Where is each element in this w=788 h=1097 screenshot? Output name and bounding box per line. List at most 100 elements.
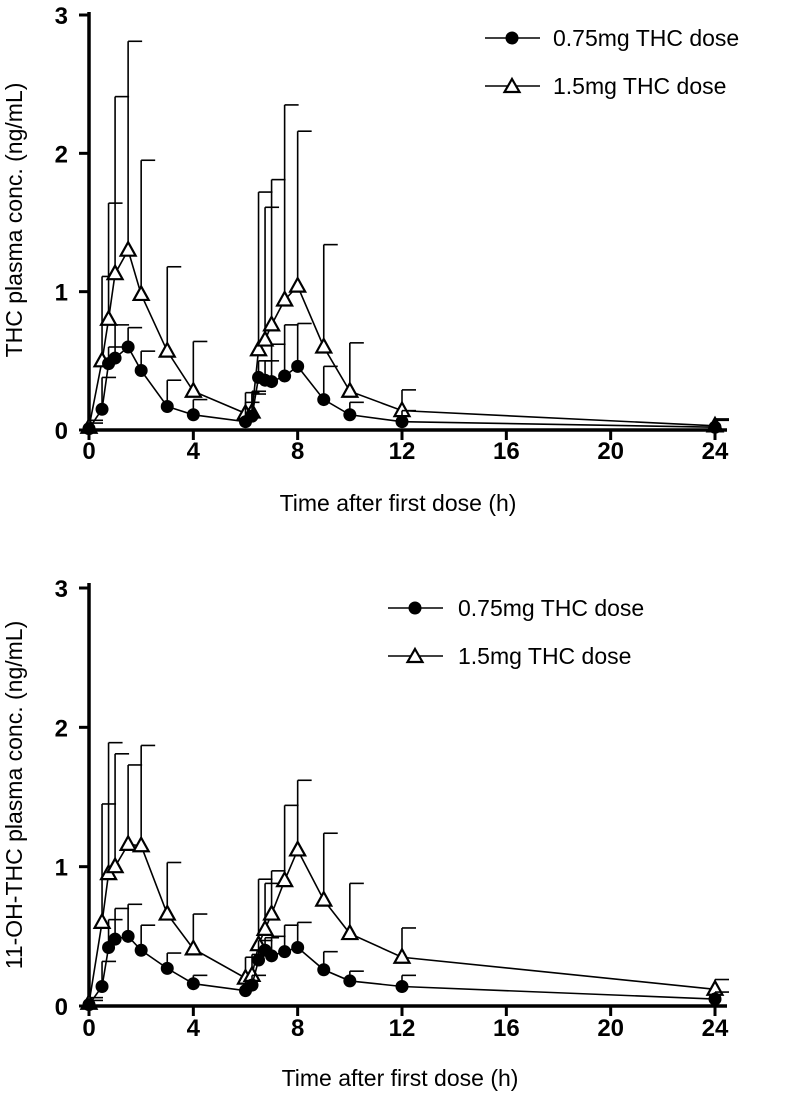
- x-tick-label: 12: [389, 1015, 416, 1042]
- x-tick-label: 8: [291, 1015, 304, 1042]
- data-point: [275, 289, 294, 307]
- data-point: [291, 940, 305, 954]
- data-point: [134, 364, 148, 378]
- legend-label-series-1: 0.75mg THC dose: [458, 595, 644, 621]
- data-point: [245, 978, 259, 992]
- data-point: [343, 408, 357, 422]
- legend-label-series-2: 1.5mg THC dose: [553, 73, 726, 99]
- y-tick-label: 0: [55, 418, 68, 445]
- x-tick-label: 24: [702, 1015, 729, 1042]
- x-tick-label: 24: [702, 438, 729, 465]
- data-point: [118, 834, 138, 851]
- series-1: [82, 322, 729, 436]
- data-point: [340, 923, 360, 941]
- data-point: [95, 979, 109, 993]
- data-point: [82, 422, 96, 436]
- data-point: [82, 998, 96, 1012]
- x-tick-label: 0: [82, 438, 95, 465]
- y-tick-label: 1: [55, 280, 68, 307]
- data-point: [288, 275, 308, 293]
- x-tick-label: 4: [187, 438, 201, 465]
- y-tick-label: 2: [55, 141, 68, 168]
- legend-marker-series-2: [405, 646, 425, 664]
- data-point: [105, 263, 125, 281]
- data-point: [92, 912, 112, 930]
- data-point: [134, 943, 148, 957]
- data-point: [121, 929, 135, 943]
- data-point: [249, 339, 268, 357]
- x-tick-label: 16: [493, 438, 520, 465]
- y-tick-label: 2: [55, 715, 68, 742]
- data-point: [108, 932, 122, 946]
- y-tick-label: 0: [55, 994, 68, 1021]
- legend-label-series-2: 1.5mg THC dose: [458, 643, 631, 669]
- data-point: [392, 946, 412, 964]
- data-point: [317, 963, 331, 977]
- data-point: [291, 359, 305, 373]
- x-tick-label: 0: [82, 1015, 95, 1042]
- x-tick-label: 20: [597, 438, 624, 465]
- data-point: [265, 949, 279, 963]
- data-point: [278, 945, 292, 959]
- data-point: [186, 977, 200, 991]
- x-axis-title: Time after first dose (h): [280, 490, 517, 516]
- data-point: [314, 889, 334, 907]
- data-point: [131, 835, 151, 853]
- x-tick-label: 20: [597, 1015, 624, 1042]
- legend: 0.75mg THC dose 1.5mg THC dose: [485, 25, 739, 99]
- y-tick-label: 1: [55, 855, 68, 882]
- data-point: [255, 329, 275, 347]
- x-axis-title: Time after first dose (h): [282, 1065, 519, 1091]
- data-point: [340, 381, 360, 398]
- x-tick-label: 12: [389, 438, 416, 465]
- y-axis-title: THC plasma conc. (ng/mL): [1, 83, 27, 358]
- x-tick-label: 4: [187, 1015, 201, 1042]
- data-point: [288, 839, 308, 857]
- data-point: [183, 938, 203, 956]
- x-tick-label: 16: [493, 1015, 520, 1042]
- series-2: [79, 40, 729, 434]
- data-point: [395, 979, 409, 993]
- data-point: [157, 340, 177, 358]
- data-point: [343, 974, 357, 988]
- data-point: [95, 402, 109, 416]
- x-tick-label: 8: [291, 438, 304, 465]
- data-point: [105, 856, 125, 874]
- data-point: [131, 284, 151, 302]
- data-point: [262, 314, 281, 332]
- data-point: [160, 399, 174, 413]
- y-tick-label: 3: [55, 576, 68, 603]
- data-point: [160, 961, 174, 975]
- y-axis-title: 11-OH-THC plasma conc. (ng/mL): [1, 621, 27, 970]
- data-point: [99, 309, 118, 326]
- y-tick-label: 3: [55, 3, 68, 30]
- series-2: [79, 741, 729, 1010]
- data-point: [262, 903, 281, 921]
- legend: 0.75mg THC dose 1.5mg THC dose: [388, 595, 644, 669]
- legend-marker-series-1: [408, 601, 422, 615]
- series-1: [82, 903, 729, 1012]
- data-point: [186, 408, 200, 422]
- data-point: [245, 409, 259, 423]
- data-point: [157, 903, 177, 921]
- data-point: [395, 415, 409, 429]
- data-point: [708, 992, 722, 1006]
- legend-label-series-1: 0.75mg THC dose: [553, 25, 739, 51]
- data-point: [314, 336, 334, 354]
- data-point: [278, 369, 292, 383]
- data-point: [183, 381, 203, 398]
- data-point: [275, 870, 294, 888]
- data-point: [121, 340, 135, 354]
- data-point: [255, 919, 275, 936]
- data-point: [708, 420, 722, 434]
- legend-marker-series-1: [505, 31, 519, 45]
- data-point: [118, 239, 138, 257]
- legend-marker-series-2: [502, 76, 522, 94]
- data-point: [252, 953, 266, 967]
- data-point: [317, 393, 331, 407]
- data-point: [108, 351, 122, 365]
- data-point: [265, 375, 279, 389]
